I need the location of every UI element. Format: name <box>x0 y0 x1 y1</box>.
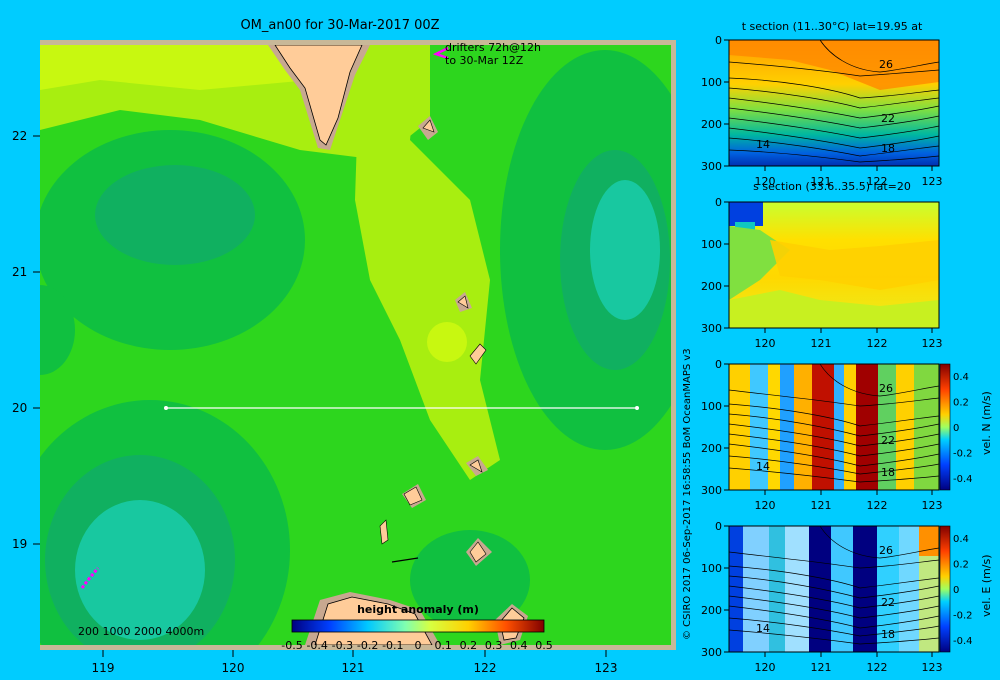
colorbar-tick: -0.5 <box>281 639 302 652</box>
credit-text: © CSIRO 2017 06-Sep-2017 16:58:55 BoM Oc… <box>682 348 693 640</box>
depth-tick: 300 <box>701 484 722 497</box>
vel-n-colorbar <box>939 363 951 491</box>
colorbar-tick: -0.4 <box>306 639 327 652</box>
depth-tick: 0 <box>715 196 722 209</box>
contour-label: 26 <box>879 544 893 557</box>
vel-e-colorbar <box>939 525 951 653</box>
s-section-title: s section (33.6..35.5) lat=20 <box>753 180 911 193</box>
drifters-label-1: drifters 72h@12h <box>445 41 541 54</box>
vel-tick: 0 <box>953 585 959 596</box>
depth-tick: 100 <box>701 562 722 575</box>
contour-label: 18 <box>881 628 895 641</box>
lon-tick: 121 <box>342 661 365 675</box>
colorbar-tick: 0.2 <box>460 639 478 652</box>
vel-tick: -0.2 <box>953 611 973 622</box>
t-section-title: t section (11..30°C) lat=19.95 at <box>742 20 923 33</box>
depth-tick: 200 <box>701 280 722 293</box>
depth-tick: 0 <box>715 34 722 47</box>
s-section-panel <box>728 201 940 329</box>
lon-tick: 120 <box>755 175 776 188</box>
lon-tick: 122 <box>867 337 888 350</box>
vel-tick: 0.4 <box>953 534 969 545</box>
contour-label: 18 <box>881 142 895 155</box>
contour-label: 14 <box>756 138 770 151</box>
lon-tick: 121 <box>811 499 832 512</box>
colorbar-tick: 0.4 <box>510 639 528 652</box>
depth-tick: 100 <box>701 400 722 413</box>
depth-tick: 100 <box>701 238 722 251</box>
contour-label: 22 <box>881 596 895 609</box>
lon-tick: 120 <box>755 661 776 674</box>
lon-tick: 123 <box>595 661 618 675</box>
depth-tick: 300 <box>701 322 722 335</box>
drifters-label-2: to 30-Mar 12Z <box>445 54 524 67</box>
lon-tick: 121 <box>811 175 832 188</box>
depth-tick: 200 <box>701 118 722 131</box>
vel-n-label: vel. N (m/s) <box>980 391 993 455</box>
lat-tick: 22 <box>12 129 27 143</box>
vel-tick: 0.2 <box>953 560 969 571</box>
depth-tick: 100 <box>701 76 722 89</box>
colorbar-ticks: -0.5 -0.4 -0.3 -0.2 -0.1 0 0.1 0.2 0.3 0.4 0.5 <box>281 639 552 652</box>
lon-tick: 120 <box>222 661 245 675</box>
lon-tick: 122 <box>867 175 888 188</box>
lon-tick: 122 <box>867 499 888 512</box>
depth-tick: 0 <box>715 358 722 371</box>
vel-e-panel: 26 22 18 14 <box>728 525 940 653</box>
contour-label: 14 <box>756 622 770 635</box>
depth-tick: 200 <box>701 604 722 617</box>
lon-tick: 122 <box>867 661 888 674</box>
lon-tick: 121 <box>811 661 832 674</box>
depth-tick: 200 <box>701 442 722 455</box>
vel-tick: 0.2 <box>953 398 969 409</box>
lon-tick: 122 <box>474 661 497 675</box>
lon-tick: 119 <box>92 661 115 675</box>
depth-tick: 300 <box>701 646 722 659</box>
contour-label: 22 <box>881 434 895 447</box>
lat-tick: 20 <box>12 401 27 415</box>
lon-tick: 123 <box>922 661 943 674</box>
contour-label: 26 <box>879 58 893 71</box>
lon-tick: 121 <box>811 337 832 350</box>
lon-tick: 123 <box>922 175 943 188</box>
contour-label: 18 <box>881 466 895 479</box>
depth-tick: 300 <box>701 160 722 173</box>
colorbar <box>291 619 545 633</box>
colorbar-tick: -0.1 <box>382 639 403 652</box>
lon-tick: 120 <box>755 499 776 512</box>
map-lat-axis: 22 21 20 19 <box>12 129 40 551</box>
map-lon-axis: 119 120 121 122 123 <box>92 650 618 675</box>
vel-e-label: vel. E (m/s) <box>980 554 993 617</box>
colorbar-tick: -0.2 <box>357 639 378 652</box>
panel-axes: 0 100 200 300 120 121 122 123 0 100 200 300 120 121 12… <box>701 34 973 674</box>
contour-label: 14 <box>756 460 770 473</box>
map-field <box>40 45 671 645</box>
lon-tick: 120 <box>755 337 776 350</box>
colorbar-tick: -0.3 <box>332 639 353 652</box>
lon-tick: 123 <box>922 499 943 512</box>
colorbar-tick: 0.1 <box>434 639 452 652</box>
colorbar-tick: 0.3 <box>485 639 503 652</box>
lon-tick: 123 <box>922 337 943 350</box>
contour-label: 26 <box>879 382 893 395</box>
t-section-panel: 26 22 18 14 <box>728 39 940 167</box>
colorbar-tick: 0.5 <box>535 639 553 652</box>
lat-tick: 19 <box>12 537 27 551</box>
contour-label: 22 <box>881 112 895 125</box>
colorbar-label: height anomaly (m) <box>357 603 479 616</box>
vel-tick: 0 <box>953 423 959 434</box>
vel-tick: -0.4 <box>953 636 973 647</box>
vel-tick: -0.2 <box>953 449 973 460</box>
vel-tick: -0.4 <box>953 474 973 485</box>
vel-tick: 0.4 <box>953 372 969 383</box>
depth-tick: 0 <box>715 520 722 533</box>
colorbar-tick: 0 <box>415 639 422 652</box>
vel-n-panel: 26 22 18 14 <box>728 363 940 491</box>
map-title: OM_an00 for 30-Mar-2017 00Z <box>240 18 439 33</box>
lat-tick: 21 <box>12 265 27 279</box>
depth-legend: 200 1000 2000 4000m <box>78 625 204 638</box>
